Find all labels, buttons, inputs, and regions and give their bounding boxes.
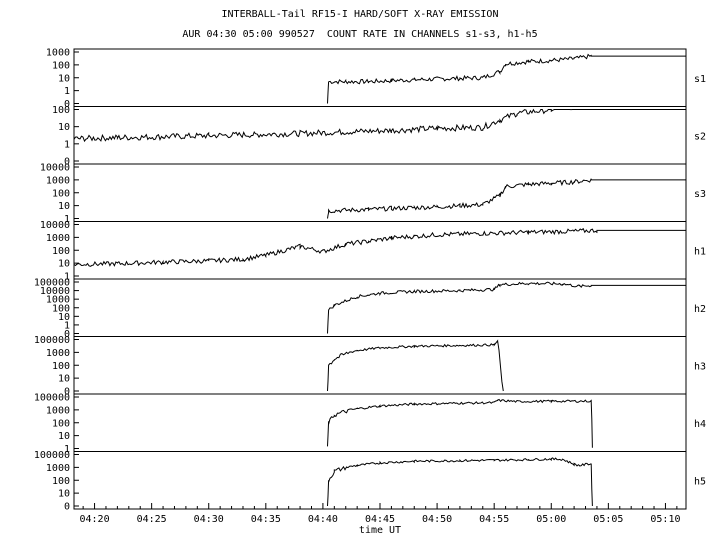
y-tick-label-h2: 1000 [46,295,70,306]
y-tick-label-h2: 1 [64,320,70,331]
y-tick-label-h1: 100 [52,246,70,257]
y-tick-label-h1: 1000 [46,233,70,244]
series-line-s2 [73,108,686,143]
y-tick-label-h5: 0 [64,502,70,513]
y-tick-label-s1: 0 [64,99,70,110]
series-line-h5 [327,457,593,507]
y-tick-label-h2: 10 [58,312,70,323]
y-tick-label-h5: 100 [52,476,70,487]
channel-label-h1: h1 [694,246,706,257]
x-tick-label: 04:35 [251,514,281,525]
channel-label-s2: s2 [694,131,706,142]
y-tick-label-s2: 100 [52,105,70,116]
y-tick-label-h2: 100000 [34,278,70,289]
y-tick-label-h3: 10 [58,374,70,385]
panel-frame-h5 [73,451,687,510]
x-tick-label: 04:50 [422,514,452,525]
x-tick-label: 04:45 [365,514,395,525]
y-tick-label-s1: 1 [64,86,70,97]
panel-frame-s3 [73,163,687,222]
y-tick-label-s3: 1000 [46,175,70,186]
panel-frame-h2 [73,278,687,337]
channel-label-h4: h4 [694,419,706,430]
x-tick-label: 04:25 [137,514,167,525]
y-tick-label-h3: 100 [52,361,70,372]
channel-label-s3: s3 [694,189,706,200]
y-tick-label-h4: 10 [58,431,70,442]
x-axis-label: time UT [359,525,401,536]
x-tick-label: 04:30 [194,514,224,525]
y-tick-label-h3: 1000 [46,348,70,359]
x-tick-label: 05:05 [593,514,623,525]
y-tick-label-h4: 1 [64,444,70,455]
x-tick-label: 05:10 [650,514,680,525]
channel-label-s1: s1 [694,74,706,85]
x-tick-label: 04:20 [79,514,109,525]
y-tick-label-s2: 0 [64,157,70,168]
y-tick-label-s2: 1 [64,139,70,150]
chart-subtitle: AUR 04:30 05:00 990527 COUNT RATE IN CHA… [182,29,538,40]
series-line-s3 [327,178,686,219]
series-line-h3 [327,339,504,392]
y-tick-label-h3: 0 [64,387,70,398]
y-tick-label-h1: 10000 [40,220,70,231]
y-tick-label-h5: 10 [58,489,70,500]
y-tick-label-s2: 10 [58,122,70,133]
channel-label-h3: h3 [694,361,706,372]
y-tick-label-s3: 100 [52,188,70,199]
y-tick-label-s1: 10 [58,73,70,84]
y-tick-label-h1: 10 [58,259,70,270]
y-tick-label-h5: 100000 [34,450,70,461]
y-tick-label-h3: 100000 [34,335,70,346]
x-tick-label: 05:00 [536,514,566,525]
y-tick-label-h2: 10000 [40,286,70,297]
x-tick-label: 04:55 [479,514,509,525]
y-tick-label-h4: 100 [52,418,70,429]
series-line-s1 [327,53,686,104]
y-tick-label-h2: 100 [52,303,70,314]
panel-frame-h4 [73,393,687,452]
series-line-h2 [327,281,686,334]
y-tick-label-s1: 100 [52,60,70,71]
y-tick-label-s3: 1 [64,214,70,225]
y-tick-label-s1: 1000 [46,48,70,59]
panel-frame-h3 [73,336,687,395]
panel-frame-s1 [73,48,687,107]
y-tick-label-h4: 1000 [46,405,70,416]
x-tick-label: 04:40 [308,514,338,525]
channel-label-h5: h5 [694,476,706,487]
y-tick-label-h4: 100000 [34,393,70,404]
y-tick-label-h2: 0 [64,329,70,340]
series-line-h1 [73,227,686,267]
channel-label-h2: h2 [694,304,706,315]
y-tick-label-s3: 10000 [40,163,70,174]
series-line-h4 [327,398,593,448]
y-tick-label-h1: 1 [64,272,70,283]
chart-title: INTERBALL-Tail RF15-I HARD/SOFT X-RAY EM… [221,9,499,20]
y-tick-label-s3: 10 [58,201,70,212]
y-tick-label-h5: 1000 [46,463,70,474]
panel-frame-h1 [73,221,687,280]
